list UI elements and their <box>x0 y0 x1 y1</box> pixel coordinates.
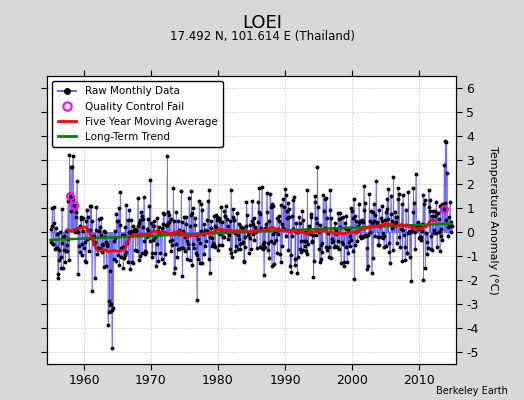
Text: LOEI: LOEI <box>242 14 282 32</box>
Text: 17.492 N, 101.614 E (Thailand): 17.492 N, 101.614 E (Thailand) <box>169 30 355 43</box>
Y-axis label: Temperature Anomaly (°C): Temperature Anomaly (°C) <box>488 146 498 294</box>
Legend: Raw Monthly Data, Quality Control Fail, Five Year Moving Average, Long-Term Tren: Raw Monthly Data, Quality Control Fail, … <box>52 81 223 147</box>
Text: Berkeley Earth: Berkeley Earth <box>436 386 508 396</box>
